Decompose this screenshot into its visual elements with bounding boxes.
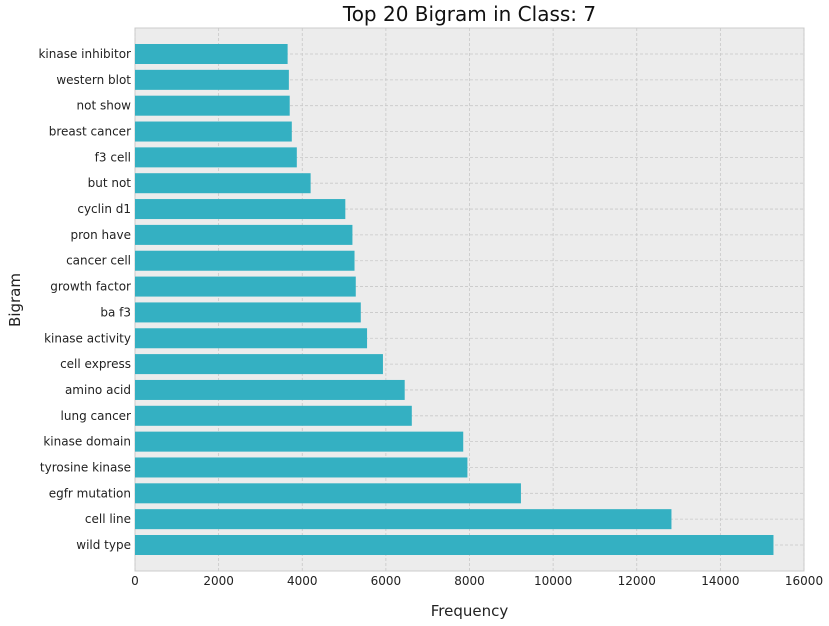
- bar: [135, 302, 361, 323]
- y-tick-label: egfr mutation: [49, 486, 131, 500]
- y-tick-label: not show: [77, 99, 132, 113]
- y-tick-label: tyrosine kinase: [40, 460, 131, 474]
- y-tick-label: wild type: [76, 538, 131, 552]
- x-tick-label: 4000: [287, 574, 318, 588]
- bar: [135, 354, 383, 375]
- y-tick-label: cyclin d1: [77, 202, 131, 216]
- bar: [135, 173, 311, 194]
- y-tick-label: kinase inhibitor: [38, 47, 131, 61]
- bar: [135, 509, 672, 530]
- bar: [135, 328, 368, 349]
- y-tick-label: cell line: [85, 512, 131, 526]
- bar: [135, 121, 292, 142]
- x-tick-labels: 0 2000 4000 6000 8000 10000 12000 14000 16000: [131, 574, 823, 588]
- bar: [135, 44, 288, 64]
- y-tick-labels: kinase inhibitor western blot not show brea…: [38, 47, 131, 552]
- y-tick-label: breast cancer: [49, 125, 131, 139]
- bar: [135, 535, 774, 555]
- chart-title: Top 20 Bigram in Class: 7: [342, 2, 596, 26]
- bar: [135, 69, 289, 90]
- x-tick-label: 0: [131, 574, 139, 588]
- y-tick-label: western blot: [56, 73, 131, 87]
- bar: [135, 147, 297, 168]
- y-tick-label: cancer cell: [66, 254, 131, 268]
- bars: [135, 44, 774, 555]
- bar: [135, 405, 412, 426]
- y-tick-label: pron have: [71, 228, 132, 242]
- bar: [135, 95, 290, 116]
- x-gridlines: [134, 28, 805, 571]
- y-tick-label: but not: [88, 176, 132, 190]
- x-tick-label: 14000: [701, 574, 739, 588]
- y-tick-label: kinase domain: [43, 435, 131, 449]
- y-tick-label: growth factor: [50, 280, 131, 294]
- y-tick-label: cell express: [60, 357, 131, 371]
- bar: [135, 431, 464, 452]
- x-tick-label: 16000: [785, 574, 823, 588]
- y-tick-label: amino acid: [65, 383, 131, 397]
- y-axis-title: Bigram: [6, 273, 24, 327]
- y-tick-label: lung cancer: [61, 409, 132, 423]
- y-tick-label: f3 cell: [95, 150, 131, 164]
- x-tick-label: 2000: [203, 574, 234, 588]
- bar: [135, 483, 521, 504]
- y-tick-label: ba f3: [100, 305, 131, 319]
- x-tick-label: 10000: [534, 574, 572, 588]
- bar: [135, 379, 405, 400]
- x-tick-label: 12000: [618, 574, 656, 588]
- bar: [135, 224, 353, 245]
- bar: [135, 250, 355, 271]
- bar: [135, 199, 346, 220]
- bar: [135, 276, 356, 297]
- y-tick-label: kinase activity: [44, 331, 131, 345]
- bar: [135, 457, 468, 478]
- x-tick-label: 6000: [371, 574, 402, 588]
- x-axis-title: Frequency: [431, 602, 509, 620]
- x-tick-label: 8000: [454, 574, 485, 588]
